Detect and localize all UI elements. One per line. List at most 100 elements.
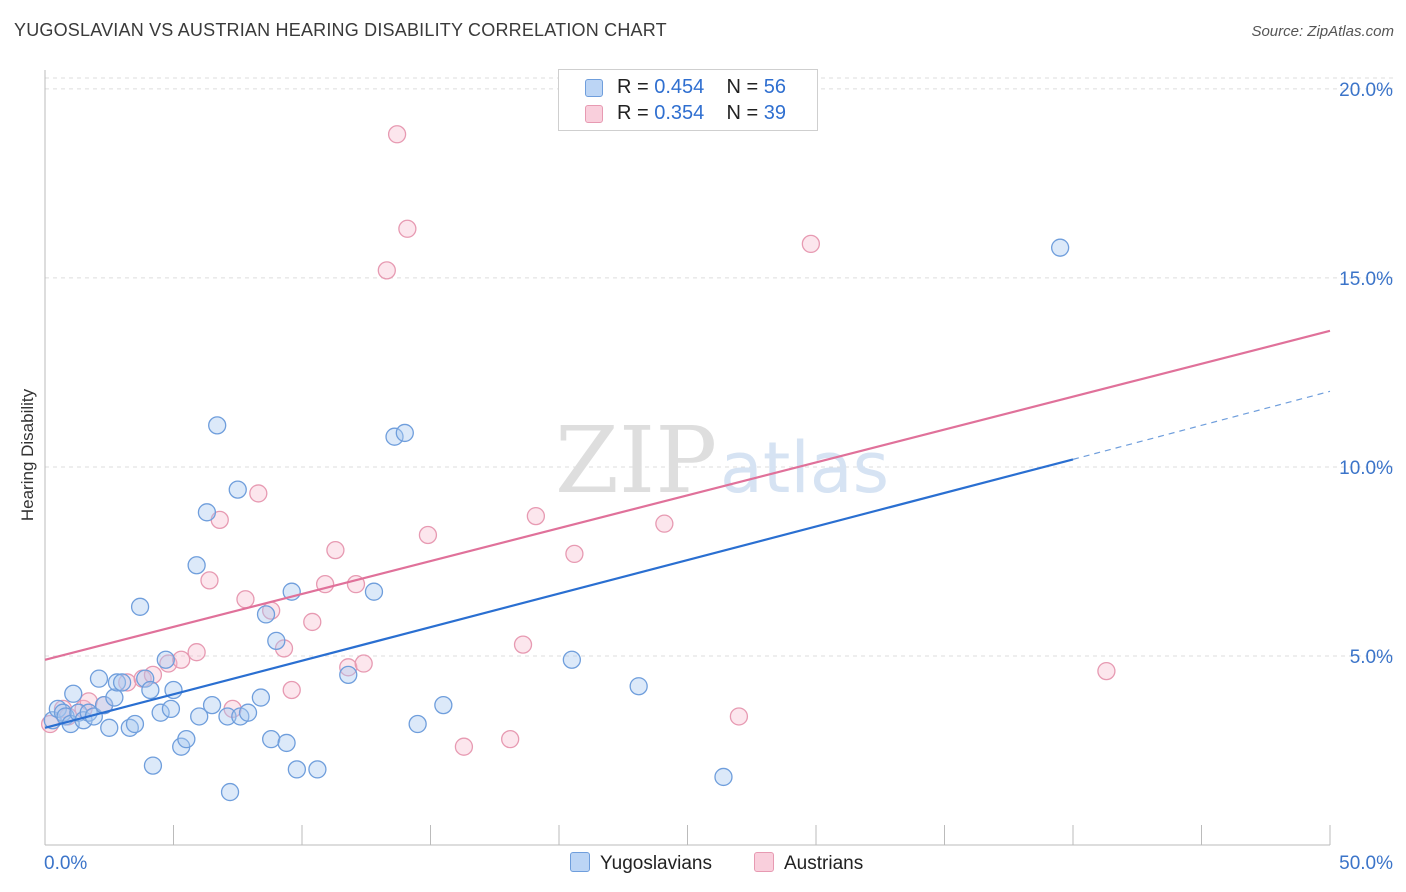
n-value: 39 (763, 102, 787, 124)
data-point-yugoslavians (1051, 238, 1070, 257)
data-point-austrians (565, 544, 584, 564)
n-label: N = (726, 76, 764, 98)
data-point-austrians (274, 639, 294, 658)
n-label: N = (726, 102, 764, 124)
austrians-swatch (754, 852, 774, 872)
data-point-yugoslavians (395, 423, 414, 443)
data-point-yugoslavians (218, 707, 237, 726)
data-point-yugoslavians (287, 760, 307, 779)
austrians-swatch (585, 105, 603, 123)
data-point-austrians (172, 650, 191, 669)
data-point-yugoslavians (385, 427, 404, 446)
data-point-yugoslavians (562, 650, 581, 669)
data-point-yugoslavians (408, 714, 427, 734)
data-point-austrians (236, 590, 255, 609)
data-point-yugoslavians (143, 756, 163, 775)
yugoslavians-swatch (585, 79, 603, 97)
data-point-austrians (200, 571, 219, 590)
y-tick-label: 10.0% (1339, 458, 1393, 479)
watermark-zip: ZIP (555, 407, 717, 514)
data-point-yugoslavians (161, 699, 181, 719)
data-point-yugoslavians (94, 695, 114, 715)
data-point-yugoslavians (308, 760, 327, 779)
r-value: 0.454 (654, 76, 705, 98)
data-point-yugoslavians (197, 503, 217, 522)
y-tick-labels: 5.0% 10.0% 15.0% 20.0% (1339, 80, 1393, 668)
data-point-yugoslavians (339, 665, 358, 685)
n-value: 56 (763, 76, 787, 98)
data-point-yugoslavians (364, 582, 384, 601)
trend-lines (44, 329, 1331, 729)
data-point-yugoslavians (125, 714, 145, 734)
y-tick-label: 20.0% (1339, 80, 1393, 101)
chart-title: YUGOSLAVIAN VS AUSTRIAN HEARING DISABILI… (14, 20, 667, 40)
data-point-yugoslavians (89, 669, 109, 688)
legend-label: Austrians (784, 853, 864, 874)
trend-extension-yugoslavians (1072, 390, 1331, 460)
data-point-yugoslavians (105, 688, 124, 707)
data-point-austrians (354, 654, 373, 673)
watermark-atlas: atlas (720, 427, 889, 509)
series-legend: Yugoslavians Austrians (0, 852, 1406, 876)
source-note: Source: ZipAtlas.com (1251, 23, 1394, 40)
data-point-austrians (1097, 661, 1116, 681)
data-point-yugoslavians (228, 480, 247, 499)
y-tick-label: 15.0% (1339, 269, 1393, 290)
data-point-yugoslavians (202, 695, 222, 715)
data-point-austrians (526, 506, 546, 526)
x-tick-labels: 0.0% 50.0% (44, 853, 1393, 874)
data-point-yugoslavians (112, 673, 132, 692)
r-label: R = (617, 102, 655, 124)
data-point-austrians (377, 261, 396, 280)
yugoslavians-swatch (570, 852, 590, 872)
data-point-austrians (387, 125, 407, 144)
data-point-yugoslavians (267, 631, 286, 651)
data-point-yugoslavians (208, 416, 227, 435)
legend-item-yugoslavians[interactable]: Yugoslavians (570, 852, 712, 875)
legend-item-austrians[interactable]: Austrians (754, 852, 863, 875)
data-point-austrians (418, 525, 438, 545)
data-point-yugoslavians (177, 729, 196, 749)
data-point-austrians (303, 612, 322, 632)
r-value: 0.354 (654, 102, 705, 124)
stats-legend: R = 0.454 N = 56 R = 0.354 N = 39 (558, 69, 818, 131)
data-point-austrians (249, 484, 268, 503)
legend-label: Yugoslavians (600, 853, 712, 874)
data-point-yugoslavians (130, 597, 150, 616)
data-point-austrians (326, 540, 345, 560)
data-point-yugoslavians (277, 733, 296, 753)
data-point-yugoslavians (100, 718, 119, 737)
data-point-yugoslavians (156, 650, 175, 669)
watermark: ZIP atlas (555, 407, 889, 514)
data-point-yugoslavians (136, 669, 155, 688)
data-point-yugoslavians (256, 605, 276, 624)
data-point-yugoslavians (151, 703, 170, 722)
data-point-yugoslavians (238, 703, 258, 722)
data-point-austrians (501, 729, 520, 749)
data-point-yugoslavians (190, 707, 209, 726)
data-point-austrians (729, 707, 749, 726)
trend-line-austrians (44, 329, 1331, 661)
data-point-yugoslavians (187, 556, 206, 575)
data-point-yugoslavians (107, 673, 127, 692)
data-point-austrians (187, 643, 206, 662)
r-label: R = (617, 76, 655, 98)
data-point-austrians (398, 219, 417, 238)
data-point-austrians (513, 635, 533, 654)
data-point-yugoslavians (64, 684, 83, 703)
data-point-austrians (655, 514, 674, 533)
y-tick-label: 5.0% (1350, 647, 1393, 668)
data-point-austrians (282, 680, 301, 700)
data-point-yugoslavians (141, 680, 160, 700)
data-point-yugoslavians (629, 677, 648, 696)
x-tick-label: 50.0% (1339, 853, 1393, 874)
data-point-yugoslavians (714, 767, 733, 787)
data-point-yugoslavians (262, 729, 281, 749)
data-point-yugoslavians (434, 695, 453, 715)
data-point-austrians (454, 737, 474, 756)
x-tick-label: 0.0% (44, 853, 87, 874)
yugoslavians-points (43, 238, 1070, 802)
y-axis-label: Hearing Disability (18, 388, 37, 522)
data-point-austrians (801, 234, 821, 254)
